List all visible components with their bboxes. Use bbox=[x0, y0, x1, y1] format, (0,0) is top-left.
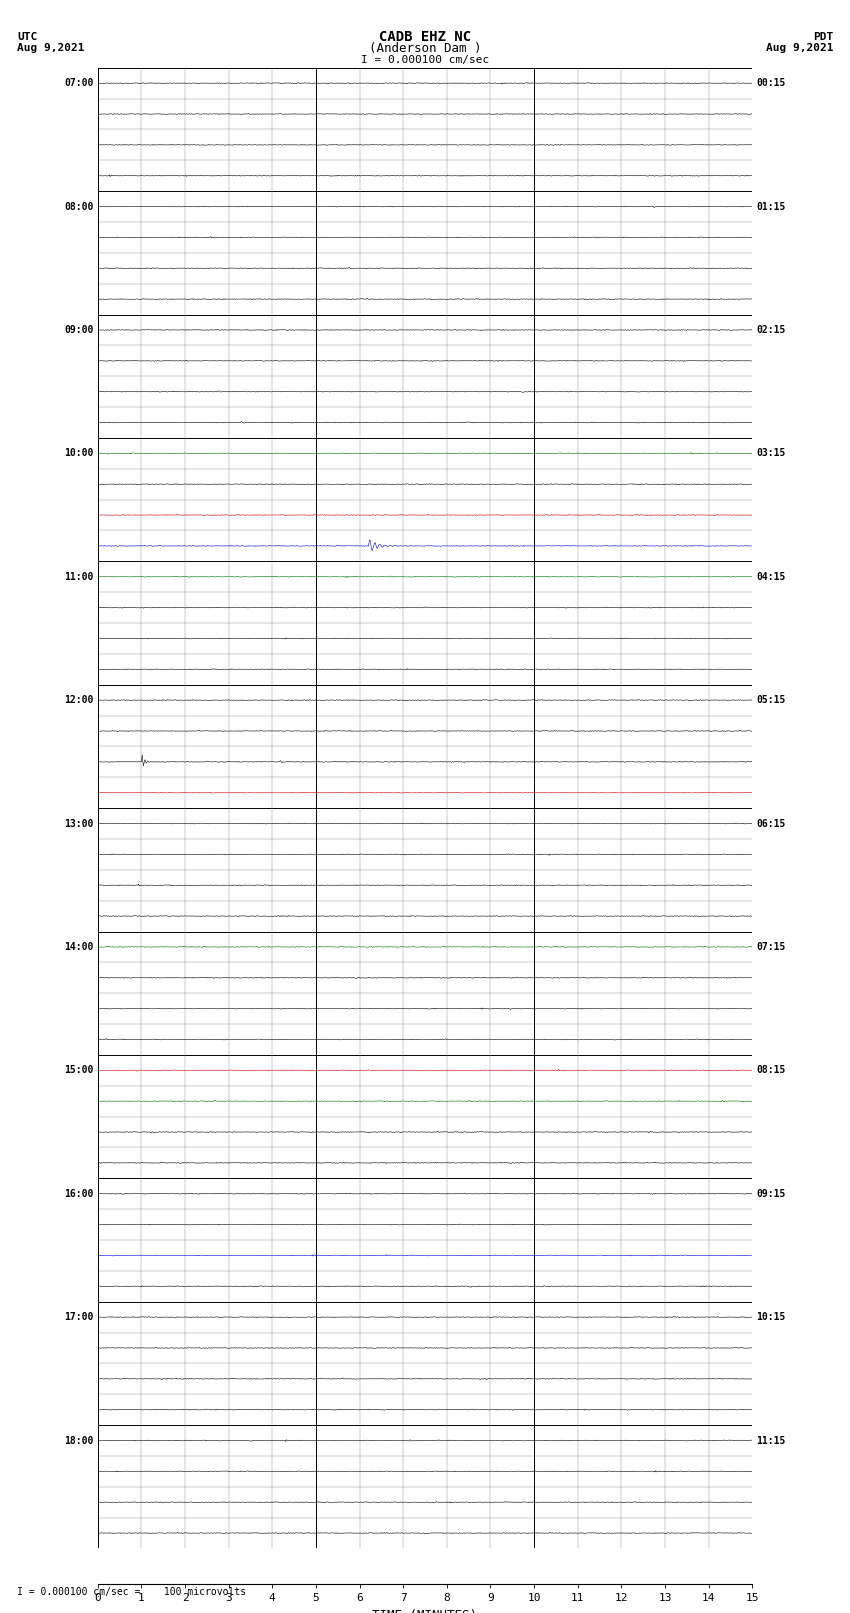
Text: 15:00: 15:00 bbox=[64, 1065, 94, 1076]
Text: 10:15: 10:15 bbox=[756, 1311, 786, 1323]
Text: 17:00: 17:00 bbox=[64, 1311, 94, 1323]
Text: 06:15: 06:15 bbox=[756, 818, 786, 829]
Text: I = 0.000100 cm/sec: I = 0.000100 cm/sec bbox=[361, 55, 489, 65]
Text: 14:00: 14:00 bbox=[64, 942, 94, 952]
Text: UTC: UTC bbox=[17, 32, 37, 42]
Text: PDT: PDT bbox=[813, 32, 833, 42]
Text: 11:00: 11:00 bbox=[64, 571, 94, 582]
Text: 05:15: 05:15 bbox=[756, 695, 786, 705]
Text: 09:00: 09:00 bbox=[64, 324, 94, 336]
Text: I = 0.000100 cm/sec =    100 microvolts: I = 0.000100 cm/sec = 100 microvolts bbox=[17, 1587, 246, 1597]
Text: CADB EHZ NC: CADB EHZ NC bbox=[379, 31, 471, 44]
Text: 16:00: 16:00 bbox=[64, 1189, 94, 1198]
Text: 08:15: 08:15 bbox=[756, 1065, 786, 1076]
Text: 02:15: 02:15 bbox=[756, 324, 786, 336]
Text: 07:00: 07:00 bbox=[64, 77, 94, 89]
Text: Aug 9,2021: Aug 9,2021 bbox=[17, 44, 84, 53]
Text: 03:15: 03:15 bbox=[756, 448, 786, 458]
X-axis label: TIME (MINUTES): TIME (MINUTES) bbox=[372, 1608, 478, 1613]
Text: (Anderson Dam ): (Anderson Dam ) bbox=[369, 42, 481, 55]
Text: 11:15: 11:15 bbox=[756, 1436, 786, 1445]
Text: 09:15: 09:15 bbox=[756, 1189, 786, 1198]
Text: 01:15: 01:15 bbox=[756, 202, 786, 211]
Text: 04:15: 04:15 bbox=[756, 571, 786, 582]
Text: 07:15: 07:15 bbox=[756, 942, 786, 952]
Text: 10:00: 10:00 bbox=[64, 448, 94, 458]
Text: 18:00: 18:00 bbox=[64, 1436, 94, 1445]
Text: 12:00: 12:00 bbox=[64, 695, 94, 705]
Text: 13:00: 13:00 bbox=[64, 818, 94, 829]
Text: 08:00: 08:00 bbox=[64, 202, 94, 211]
Text: Aug 9,2021: Aug 9,2021 bbox=[766, 44, 833, 53]
Text: 00:15: 00:15 bbox=[756, 77, 786, 89]
